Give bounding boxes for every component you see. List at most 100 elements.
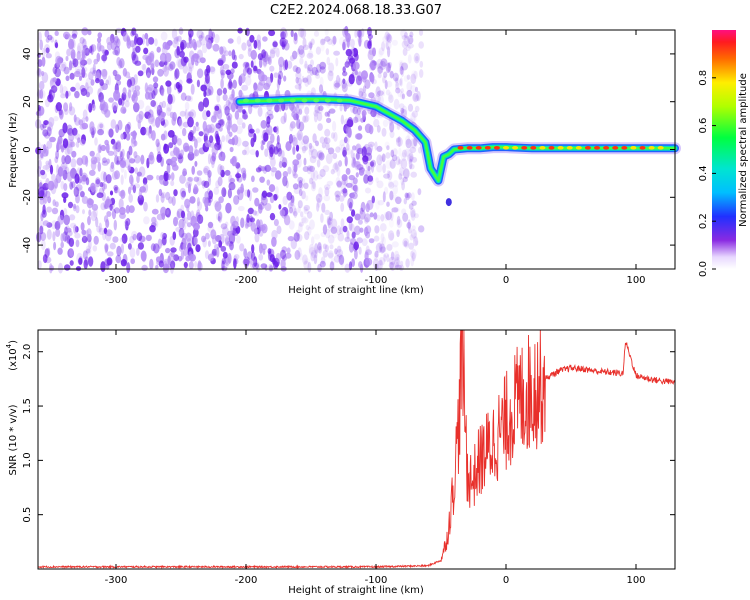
noise-speckle bbox=[295, 132, 302, 140]
noise-speckle bbox=[129, 156, 133, 162]
noise-speckle bbox=[89, 169, 96, 176]
noise-speckle bbox=[81, 235, 88, 244]
noise-speckle bbox=[55, 55, 63, 66]
noise-speckle bbox=[57, 214, 65, 225]
noise-speckle bbox=[289, 206, 293, 214]
noise-speckle bbox=[45, 37, 50, 43]
noise-speckle bbox=[97, 144, 102, 154]
noise-speckle bbox=[117, 119, 123, 131]
noise-speckle bbox=[151, 130, 156, 141]
noise-speckle bbox=[275, 125, 279, 135]
noise-speckle bbox=[138, 110, 144, 120]
noise-speckle bbox=[107, 150, 115, 156]
noise-speckle bbox=[159, 52, 167, 63]
noise-speckle bbox=[146, 55, 152, 66]
noise-speckle bbox=[344, 236, 351, 243]
noise-speckle bbox=[137, 242, 144, 250]
noise-speckle bbox=[54, 104, 59, 114]
noise-speckle bbox=[144, 91, 151, 100]
noise-speckle bbox=[93, 58, 99, 65]
noise-speckle bbox=[250, 60, 254, 68]
noise-speckle bbox=[46, 206, 52, 213]
noise-speckle bbox=[174, 68, 180, 79]
noise-speckle bbox=[236, 235, 241, 244]
noise-speckle bbox=[352, 106, 358, 115]
noise-speckle bbox=[312, 180, 316, 190]
noise-speckle bbox=[180, 210, 185, 219]
noise-speckle bbox=[298, 28, 305, 38]
noise-speckle bbox=[160, 89, 165, 97]
noise-speckle bbox=[405, 135, 411, 145]
noise-speckle bbox=[301, 215, 307, 223]
noise-speckle bbox=[150, 100, 156, 107]
noise-speckle bbox=[390, 251, 395, 261]
noise-speckle bbox=[369, 73, 375, 83]
noise-speckle bbox=[407, 43, 414, 49]
noise-speckle bbox=[129, 174, 134, 185]
noise-speckle bbox=[196, 176, 202, 186]
noise-speckle bbox=[193, 222, 200, 231]
noise-speckle bbox=[149, 258, 154, 270]
noise-speckle bbox=[82, 230, 87, 241]
noise-speckle bbox=[355, 143, 362, 154]
noise-speckle bbox=[325, 153, 333, 165]
noise-speckle bbox=[54, 156, 59, 164]
noise-speckle bbox=[72, 58, 79, 68]
noise-speckle bbox=[211, 146, 218, 156]
noise-speckle bbox=[242, 173, 246, 179]
noise-speckle bbox=[316, 111, 323, 122]
noise-speckle bbox=[97, 37, 102, 43]
noise-speckle bbox=[373, 258, 379, 269]
noise-speckle bbox=[135, 45, 141, 53]
noise-speckle bbox=[235, 162, 241, 169]
noise-speckle bbox=[332, 152, 338, 160]
noise-speckle bbox=[376, 180, 384, 189]
noise-speckle bbox=[367, 165, 371, 172]
noise-speckle bbox=[338, 160, 343, 167]
noise-speckle bbox=[78, 75, 83, 81]
noise-speckle bbox=[364, 187, 372, 194]
noise-speckle bbox=[167, 255, 171, 266]
noise-speckle bbox=[409, 138, 417, 148]
noise-speckle bbox=[387, 61, 393, 69]
spectrogram-x-tick-label: -100 bbox=[365, 275, 388, 286]
noise-speckle bbox=[391, 154, 398, 162]
noise-speckle bbox=[178, 218, 185, 230]
noise-speckle bbox=[324, 244, 329, 252]
noise-speckle bbox=[116, 38, 121, 48]
noise-speckle bbox=[166, 41, 171, 50]
noise-speckle bbox=[355, 75, 363, 86]
noise-speckle bbox=[140, 250, 147, 262]
noise-speckle bbox=[253, 133, 257, 143]
noise-speckle bbox=[233, 135, 239, 146]
noise-speckle bbox=[196, 68, 204, 79]
noise-speckle bbox=[213, 186, 220, 195]
spectrogram-y-tick-label: 0 bbox=[22, 146, 33, 152]
noise-speckle bbox=[400, 152, 407, 162]
signal-hotspot bbox=[266, 98, 273, 103]
noise-speckle bbox=[283, 112, 287, 123]
noise-speckle bbox=[216, 88, 223, 96]
noise-speckle bbox=[158, 260, 164, 268]
noise-speckle bbox=[102, 157, 107, 164]
spectrogram-y-axis-label: Frequency (Hz) bbox=[8, 112, 19, 188]
noise-speckle bbox=[298, 83, 302, 91]
noise-speckle bbox=[329, 261, 335, 271]
noise-speckle bbox=[177, 83, 183, 93]
noise-speckle bbox=[410, 73, 417, 85]
noise-speckle bbox=[123, 220, 130, 228]
noise-speckle bbox=[243, 248, 248, 258]
noise-speckle bbox=[379, 243, 386, 254]
noise-speckle bbox=[375, 199, 380, 210]
noise-speckle bbox=[308, 148, 314, 156]
noise-speckle bbox=[231, 88, 235, 99]
noise-speckle bbox=[187, 116, 194, 128]
noise-speckle bbox=[401, 62, 408, 71]
noise-speckle bbox=[133, 74, 138, 85]
noise-speckle bbox=[188, 261, 194, 269]
noise-speckle bbox=[327, 217, 333, 226]
noise-speckle bbox=[269, 195, 275, 204]
snr-x-ticks: -300 -200 -100 0 100 bbox=[105, 330, 646, 586]
noise-speckle bbox=[377, 260, 384, 270]
